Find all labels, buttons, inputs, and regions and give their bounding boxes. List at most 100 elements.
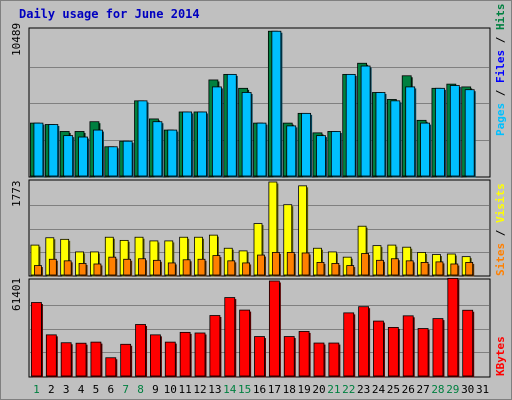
bar-kbytes-day-27: [417, 328, 429, 377]
bar-sites-day-14: [227, 260, 236, 276]
legend-pages: Pages: [494, 103, 507, 136]
bar-files-day-5: [93, 129, 103, 177]
bar-kbytes-day-29: [447, 277, 459, 377]
bar-files-day-10: [167, 129, 178, 177]
chart-title: Daily usage for June 2014: [19, 7, 200, 21]
legend-visits: Visits: [494, 183, 507, 223]
legend-kbytes: KBytes: [494, 336, 507, 376]
bar-files-day-28: [435, 87, 445, 177]
day-label-18: 18: [283, 383, 296, 396]
bar-files-day-13: [211, 86, 222, 177]
bar-kbytes-day-30: [462, 309, 474, 377]
bar-files-day-22: [345, 73, 356, 177]
bar-files-day-15: [241, 92, 252, 177]
bar-sites-day-26: [405, 260, 414, 276]
bar-kbytes-day-13: [209, 315, 221, 377]
bar-files-day-26: [405, 86, 416, 177]
ymax-label-hits: 10489: [10, 23, 23, 56]
day-label-17: 17: [268, 383, 281, 396]
bar-kbytes-day-2: [45, 334, 57, 377]
day-label-22: 22: [342, 383, 355, 396]
day-label-2: 2: [48, 383, 55, 396]
bar-sites-day-19: [301, 252, 310, 276]
bar-files-day-14: [226, 73, 237, 177]
legend-hits: Hits: [494, 4, 507, 31]
bar-files-day-25: [390, 100, 401, 177]
bar-sites-day-5: [93, 263, 102, 276]
day-label-6: 6: [107, 383, 114, 396]
bar-sites-day-28: [435, 261, 444, 276]
bar-files-day-7: [122, 140, 133, 177]
bar-files-day-19: [301, 112, 312, 177]
bar-kbytes-day-28: [432, 318, 444, 377]
legend-hits-files-pages: Pages / Files / Hits: [494, 4, 507, 137]
bar-kbytes-day-4: [75, 342, 87, 377]
bar-kbytes-day-25: [387, 327, 399, 377]
bar-kbytes-day-20: [313, 342, 325, 377]
day-label-27: 27: [416, 383, 429, 396]
legend-visits-sites: Sites / Visits: [494, 183, 507, 276]
day-label-5: 5: [93, 383, 100, 396]
bar-kbytes-day-12: [194, 332, 206, 377]
ymax-label-kbytes: 61401: [10, 278, 23, 311]
bar-sites-day-3: [63, 260, 72, 276]
bar-files-day-6: [107, 146, 118, 177]
bar-sites-day-13: [212, 255, 221, 276]
legend-sep-2: /: [494, 30, 507, 50]
bar-sites-day-25: [390, 258, 399, 276]
day-label-20: 20: [312, 383, 325, 396]
day-label-10: 10: [164, 383, 177, 396]
bar-sites-day-16: [257, 254, 265, 276]
day-label-3: 3: [63, 383, 70, 396]
bar-kbytes-day-6: [105, 357, 117, 377]
bar-files-day-3: [63, 135, 74, 177]
day-label-9: 9: [152, 383, 159, 396]
bar-kbytes-day-10: [164, 341, 176, 377]
bar-files-day-27: [420, 122, 430, 177]
bar-kbytes-day-14: [224, 297, 236, 377]
bar-files-day-1: [33, 122, 44, 177]
bar-sites-day-30: [465, 262, 474, 276]
bar-sites-day-6: [108, 256, 117, 276]
day-label-23: 23: [357, 383, 370, 396]
legend-sites: Sites: [494, 243, 507, 276]
day-label-8: 8: [137, 383, 144, 396]
bar-kbytes-day-11: [179, 331, 191, 377]
day-label-28: 28: [431, 383, 444, 396]
bar-kbytes-day-15: [239, 309, 251, 377]
bar-files-day-8: [137, 100, 148, 177]
bar-files-day-2: [48, 124, 59, 177]
bar-kbytes-day-19: [298, 331, 310, 377]
bar-sites-day-17: [271, 252, 280, 276]
day-label-26: 26: [402, 383, 415, 396]
bar-files-day-30: [464, 89, 475, 177]
bar-kbytes-day-16: [254, 336, 265, 377]
bar-sites-day-29: [450, 263, 459, 276]
bar-kbytes-day-3: [60, 342, 72, 377]
bar-files-day-17: [271, 30, 282, 177]
bar-files-day-12: [197, 111, 207, 177]
bar-kbytes-day-1: [31, 302, 42, 377]
day-label-11: 11: [179, 383, 192, 396]
legend-sep-3: /: [494, 223, 507, 243]
bar-files-day-4: [78, 136, 88, 177]
bar-sites-day-8: [138, 258, 146, 276]
bar-sites-day-24: [376, 259, 384, 276]
bar-kbytes-day-17: [268, 280, 280, 377]
bar-files-day-18: [286, 125, 297, 177]
bar-sites-day-27: [420, 262, 429, 276]
bar-kbytes-day-8: [135, 324, 146, 377]
bar-files-day-20: [316, 135, 326, 177]
bar-sites-day-1: [34, 265, 42, 276]
day-label-25: 25: [387, 383, 400, 396]
bar-sites-day-9: [153, 259, 161, 276]
day-label-14: 14: [223, 383, 237, 396]
day-label-19: 19: [297, 383, 310, 396]
bar-sites-day-11: [182, 259, 191, 276]
bar-sites-day-7: [123, 258, 132, 276]
bar-sites-day-18: [286, 252, 295, 276]
bar-files-day-11: [182, 111, 193, 177]
bar-files-day-24: [375, 92, 386, 177]
bar-files-day-9: [152, 121, 163, 177]
bar-kbytes-day-9: [150, 334, 161, 377]
